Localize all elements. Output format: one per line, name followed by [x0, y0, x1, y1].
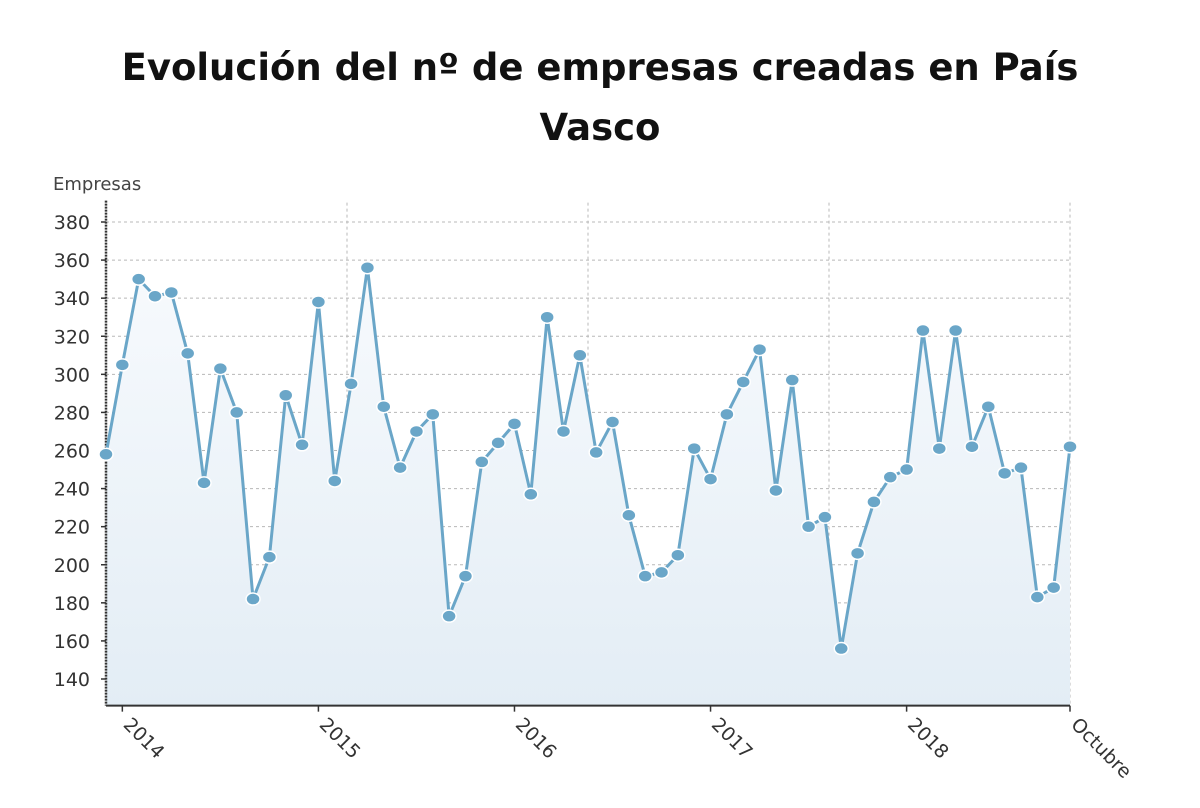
- data-point: [702, 472, 719, 486]
- data-point: [555, 424, 572, 439]
- series-polyline: [104, 266, 1072, 651]
- data-point: [637, 569, 653, 583]
- y-tick-label: 220: [54, 517, 90, 539]
- data-point: [866, 495, 882, 509]
- y-tick-label: 160: [54, 631, 90, 653]
- data-point: [604, 415, 621, 429]
- data-point: [245, 592, 261, 606]
- data-point: [392, 460, 408, 475]
- data-point: [98, 447, 114, 462]
- data-point: [539, 310, 555, 324]
- x-tick-label: 2018: [903, 714, 953, 764]
- data-point: [1013, 460, 1029, 475]
- data-point: [523, 487, 539, 502]
- y-tick-label: 240: [54, 479, 90, 501]
- x-tick-label: 2017: [707, 714, 757, 764]
- data-point: [964, 439, 980, 454]
- y-tick-label: 200: [54, 555, 90, 577]
- y-tick-label: 180: [54, 593, 90, 615]
- data-point: [996, 466, 1013, 481]
- data-point: [326, 474, 343, 488]
- data-point: [817, 510, 833, 524]
- data-point: [228, 405, 245, 420]
- chart-title-line-1: Evolución del nº de empresas creadas en …: [121, 46, 1079, 89]
- data-point: [425, 407, 441, 422]
- series-line: [104, 266, 1072, 651]
- y-tick-label: 300: [54, 364, 90, 386]
- x-tick-labels: 2014 2015 2016 2017 2018 Octubre: [119, 714, 1136, 783]
- data-point: [800, 519, 817, 534]
- data-point: [277, 388, 294, 403]
- data-point: [849, 546, 866, 561]
- y-tick-label: 280: [54, 402, 90, 424]
- area-fill: [106, 267, 1070, 706]
- data-point: [506, 417, 523, 431]
- data-point: [1045, 580, 1062, 595]
- data-point: [457, 569, 474, 583]
- data-point: [310, 295, 327, 309]
- data-point: [1062, 439, 1078, 454]
- y-tick-label: 380: [54, 212, 90, 234]
- data-point: [359, 260, 376, 275]
- data-point: [719, 407, 735, 422]
- data-point: [588, 445, 604, 460]
- data-point: [768, 483, 784, 498]
- data-point: [882, 470, 899, 484]
- data-point: [343, 377, 359, 391]
- data-point: [784, 373, 800, 387]
- data-point: [931, 441, 948, 456]
- data-point: [898, 462, 915, 477]
- data-point: [686, 441, 702, 456]
- data-point: [980, 399, 997, 414]
- data-point: [621, 508, 637, 522]
- data-point: [114, 358, 131, 372]
- data-point: [572, 348, 588, 363]
- data-point: [653, 565, 670, 580]
- data-point: [670, 548, 686, 562]
- data-point: [294, 438, 310, 452]
- area-fill-path: [106, 267, 1070, 706]
- data-point: [751, 342, 768, 357]
- data-point: [1029, 590, 1046, 604]
- y-tick-label: 320: [54, 326, 90, 348]
- data-point: [474, 455, 490, 469]
- x-tick-label: 2014: [119, 714, 169, 764]
- data-point: [179, 346, 196, 361]
- y-tick-label: 140: [54, 669, 90, 691]
- data-point: [261, 550, 278, 564]
- data-point: [147, 289, 163, 304]
- data-point: [376, 399, 392, 414]
- data-point: [196, 476, 212, 490]
- y-tick-label: 340: [54, 288, 90, 310]
- y-tick-label: 260: [54, 441, 90, 463]
- data-point: [490, 436, 506, 450]
- data-point: [915, 323, 931, 338]
- x-tick-label: Octubre: [1066, 714, 1135, 783]
- chart-title: Evolución del nº de empresas creadas en …: [0, 38, 1200, 158]
- data-points: [98, 260, 1078, 656]
- data-point: [163, 285, 180, 300]
- data-point: [130, 272, 147, 286]
- data-point: [947, 323, 964, 338]
- y-axis-label: Empresas: [53, 174, 141, 195]
- y-tick-label: 360: [54, 250, 90, 272]
- data-point: [408, 424, 425, 439]
- y-tick-labels: 140 160 180 200 220 240 260 280 300 320 340 360 380: [54, 212, 90, 691]
- data-point: [212, 361, 229, 376]
- x-tick-label: 2015: [315, 714, 365, 764]
- data-point: [735, 375, 751, 389]
- data-point: [441, 609, 457, 623]
- x-tick-label: 2016: [511, 714, 561, 764]
- chart-title-line-2: Vasco: [539, 106, 661, 149]
- data-point: [833, 641, 850, 656]
